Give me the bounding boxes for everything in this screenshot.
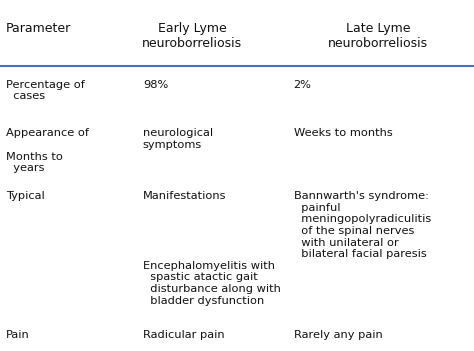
Text: Appearance of

Months to
  years: Appearance of Months to years [6, 128, 89, 173]
Text: 2%: 2% [293, 80, 311, 90]
Text: Pain: Pain [6, 330, 30, 340]
Text: neurological
symptoms: neurological symptoms [143, 128, 213, 150]
Text: Percentage of
  cases: Percentage of cases [6, 80, 85, 101]
Text: 98%: 98% [143, 80, 168, 90]
Text: Radicular pain: Radicular pain [143, 330, 224, 340]
Text: Manifestations





Encephalomyelitis with
  spastic atactic gait
  disturbance : Manifestations Encephalomyelitis with sp… [143, 191, 281, 306]
Text: Typical: Typical [6, 191, 45, 201]
Text: Parameter: Parameter [6, 22, 72, 35]
Text: Rarely any pain: Rarely any pain [293, 330, 383, 340]
Text: Early Lyme
neuroborreliosis: Early Lyme neuroborreliosis [142, 22, 242, 50]
Text: Weeks to months: Weeks to months [293, 128, 392, 139]
Text: Bannwarth's syndrome:
  painful
  meningopolyradiculitis
  of the spinal nerves
: Bannwarth's syndrome: painful meningopol… [293, 191, 431, 259]
Text: Late Lyme
neuroborreliosis: Late Lyme neuroborreliosis [328, 22, 428, 50]
